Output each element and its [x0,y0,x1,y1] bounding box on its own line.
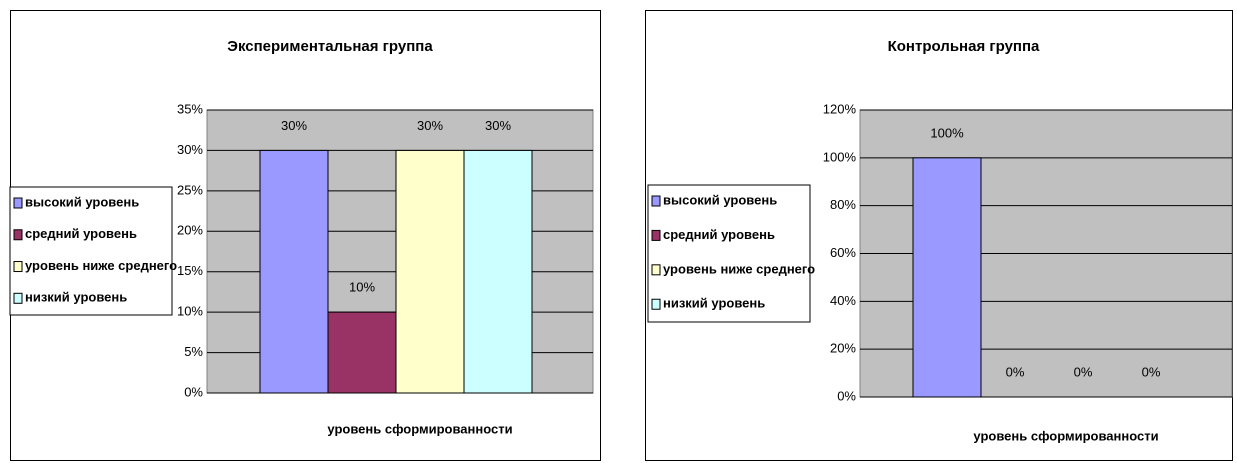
bar [395,149,465,394]
legend-swatch [13,261,23,273]
legend-swatch [651,298,661,310]
legend-label: низкий уровень [25,290,127,305]
data-label: 30% [281,118,307,133]
y-tick-label: 0% [184,384,203,399]
y-tick-label: 20% [830,341,856,356]
data-label: 0% [1142,364,1161,379]
legend [647,184,811,323]
legend-swatch [13,197,23,209]
data-label: 30% [417,118,443,133]
x-axis-label: уровень сформированности [973,428,1158,443]
legend-swatch [651,195,661,207]
x-axis-label: уровень сформированности [327,421,512,436]
data-label: 0% [1074,364,1093,379]
data-label: 100% [930,125,964,140]
y-tick-label: 60% [830,245,856,260]
y-tick-label: 40% [830,293,856,308]
chart-title: Экспериментальная группа [227,38,433,55]
y-tick-label: 35% [177,101,203,116]
legend-label: уровень ниже среднего [663,261,815,276]
data-label: 10% [349,280,375,295]
bar [259,149,329,394]
legend-label: высокий уровень [663,192,777,207]
legend-swatch [651,264,661,276]
legend [9,186,173,316]
legend-label: высокий уровень [25,194,139,209]
y-tick-label: 30% [177,142,203,157]
y-tick-label: 100% [823,149,857,164]
legend-swatch [651,229,661,241]
y-tick-label: 20% [177,223,203,238]
bar [327,311,397,394]
legend-label: средний уровень [25,226,137,241]
y-tick-label: 5% [184,344,203,359]
legend-label: уровень ниже среднего [25,258,177,273]
y-tick-label: 10% [177,304,203,319]
chart-title: Контрольная группа [888,38,1040,55]
bar [463,149,533,394]
legend-swatch [13,292,23,304]
data-label: 0% [1006,364,1025,379]
y-tick-label: 120% [823,101,857,116]
y-tick-label: 0% [837,388,856,403]
legend-swatch [13,229,23,241]
bar [912,157,982,398]
y-tick-label: 15% [177,263,203,278]
legend-label: средний уровень [663,227,775,242]
y-tick-label: 25% [177,182,203,197]
data-label: 30% [485,118,511,133]
legend-label: низкий уровень [663,296,765,311]
y-tick-label: 80% [830,197,856,212]
